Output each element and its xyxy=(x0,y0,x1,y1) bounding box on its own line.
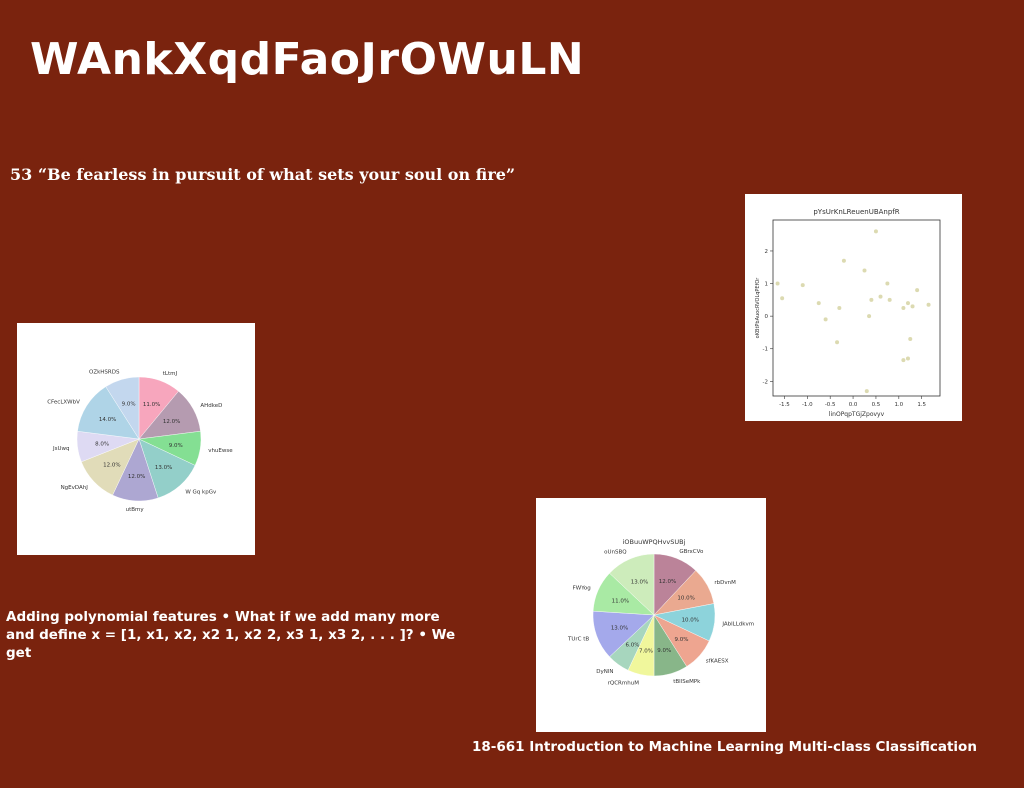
scatter-chart: pYsUrKnLReuenUBAnpfR -1.5 -1.0 -0.5 0.0 0.5 1.… xyxy=(745,194,962,421)
pie-left-slice-label: NgEvDAhJ xyxy=(61,485,89,491)
body-text: Adding polynomial features • What if we … xyxy=(6,608,476,662)
scatter-point xyxy=(776,282,780,286)
scatter-x-tick-label: 1.5 xyxy=(917,402,926,408)
pie-right-slice-label: tBllSeMPk xyxy=(673,679,701,685)
pie-left-slice-label: vhuEwse xyxy=(208,448,233,454)
pie-left-slice-pct: 8.0% xyxy=(95,442,109,448)
scatter-title: pYsUrKnLReuenUBAnpfR xyxy=(813,208,899,216)
slide-quote: 53 “Be fearless in pursuit of what sets … xyxy=(10,165,515,184)
scatter-point xyxy=(801,283,805,287)
scatter-point xyxy=(874,229,878,233)
scatter-x-tick-label: 1.0 xyxy=(894,402,903,408)
scatter-x-tick-label: -1.0 xyxy=(802,402,813,408)
pie-right-slice-pct: 10.0% xyxy=(677,595,694,601)
body-line-1: Adding polynomial features • What if we … xyxy=(6,608,476,626)
scatter-point xyxy=(906,357,910,361)
pie-right-slice-label: FWYog xyxy=(573,586,591,592)
pie-left-slice-pct: 11.0% xyxy=(143,402,160,408)
body-line-2: and define x = [1, x1, x2, x2 1, x2 2, x… xyxy=(6,626,476,662)
scatter-point xyxy=(911,304,915,308)
pie-right-slice-pct: 11.0% xyxy=(612,598,629,604)
scatter-point xyxy=(835,340,839,344)
scatter-y-tick-label: 1 xyxy=(765,282,769,288)
pie-right-slice-pct: 10.0% xyxy=(682,618,699,624)
pie-chart-left: 11.0% tLtmJ 12.0% AHdkeD 9.0% vhuEwse 13.0% W G… xyxy=(17,323,255,555)
pie-left-slice-label: OZkHSRDS xyxy=(89,370,120,376)
pie-left-slice-label: AHdkeD xyxy=(200,403,222,409)
scatter-point xyxy=(888,298,892,302)
pie-left-slice-pct: 12.0% xyxy=(103,462,120,468)
pie-right-title: iOBuuWPQHvvSUBj xyxy=(623,538,686,546)
scatter-point xyxy=(885,282,889,286)
pie-left-slice-label: JsUwq xyxy=(52,446,70,452)
scatter-point xyxy=(842,259,846,263)
scatter-point xyxy=(901,306,905,310)
scatter-y-tick-label: 0 xyxy=(765,314,769,320)
pie-right-slice-pct: 13.0% xyxy=(631,579,648,585)
pie-left-slice-pct: 9.0% xyxy=(169,443,183,449)
scatter-point xyxy=(879,295,883,299)
scatter-point xyxy=(824,317,828,321)
scatter-point xyxy=(908,337,912,341)
scatter-point xyxy=(817,301,821,305)
pie-right-slice-label: rQCRmhuM xyxy=(608,680,640,686)
scatter-x-tick-label: -0.5 xyxy=(825,402,836,408)
pie-chart-right: iOBuuWPQHvvSUBj 12.0% GBrxCVo 10.0% rbDvnM 10… xyxy=(536,498,766,732)
scatter-y-label: oKBtPbAuocRVOLqPEfOr xyxy=(755,277,761,339)
scatter-point xyxy=(865,389,869,393)
scatter-point xyxy=(863,269,867,273)
pie-left-slice-label: tLtmJ xyxy=(163,371,178,377)
scatter-x-label: linOPqpTGjZpovyv xyxy=(829,411,885,418)
pie-right-slice-label: rbDvnM xyxy=(714,580,736,586)
pie-right-slice-label: GBrxCVo xyxy=(679,549,704,555)
pie-left-slice-pct: 12.0% xyxy=(128,474,145,480)
scatter-point xyxy=(867,314,871,318)
scatter-point xyxy=(906,301,910,305)
scatter-point xyxy=(780,296,784,300)
pie-right-slice-label: JAblLLdkvm xyxy=(721,622,754,628)
pie-right-slice-pct: 6.0% xyxy=(625,643,639,649)
scatter-point xyxy=(901,358,905,362)
scatter-plot-frame xyxy=(773,220,940,396)
pie-left-slice-label: W Gq kpGv xyxy=(185,490,217,496)
pie-left-slice-pct: 12.0% xyxy=(163,419,180,425)
pie-left-slice-pct: 9.0% xyxy=(122,401,136,407)
scatter-x-tick-label: -1.5 xyxy=(779,402,790,408)
pie-right-slice-label: TUrC tB xyxy=(567,636,589,642)
slide-footer: 18-661 Introduction to Machine Learning … xyxy=(472,739,977,755)
pie-right-slice-pct: 13.0% xyxy=(611,625,628,631)
pie-right-slice-label: DyNlN xyxy=(596,669,613,675)
scatter-point xyxy=(837,306,841,310)
scatter-y-tick-label: 2 xyxy=(765,249,769,255)
scatter-y-tick-label: -1 xyxy=(763,347,768,353)
pie-right-slice-pct: 12.0% xyxy=(659,579,676,585)
pie-left-slice-pct: 13.0% xyxy=(155,465,172,471)
pie-left-slice-label: utBmy xyxy=(126,507,145,513)
pie-left-slice-pct: 14.0% xyxy=(99,417,116,423)
scatter-point xyxy=(869,298,873,302)
scatter-x-tick-label: 0.5 xyxy=(872,402,881,408)
scatter-point xyxy=(915,288,919,292)
pie-right-slice-pct: 9.0% xyxy=(657,648,671,654)
scatter-x-tick-label: 0.0 xyxy=(849,402,858,408)
slide-title: WAnkXqdFaoJrOWuLN xyxy=(30,34,584,85)
pie-right-slice-pct: 9.0% xyxy=(674,637,688,643)
scatter-y-tick-label: -2 xyxy=(763,379,768,385)
pie-right-slice-label: oUnSBQ xyxy=(604,550,627,556)
pie-right-slice-label: sfKAESX xyxy=(706,659,729,665)
scatter-point xyxy=(927,303,931,307)
pie-left-slice-label: CFecLXWbV xyxy=(47,399,80,405)
pie-right-slice-pct: 7.0% xyxy=(639,649,653,655)
